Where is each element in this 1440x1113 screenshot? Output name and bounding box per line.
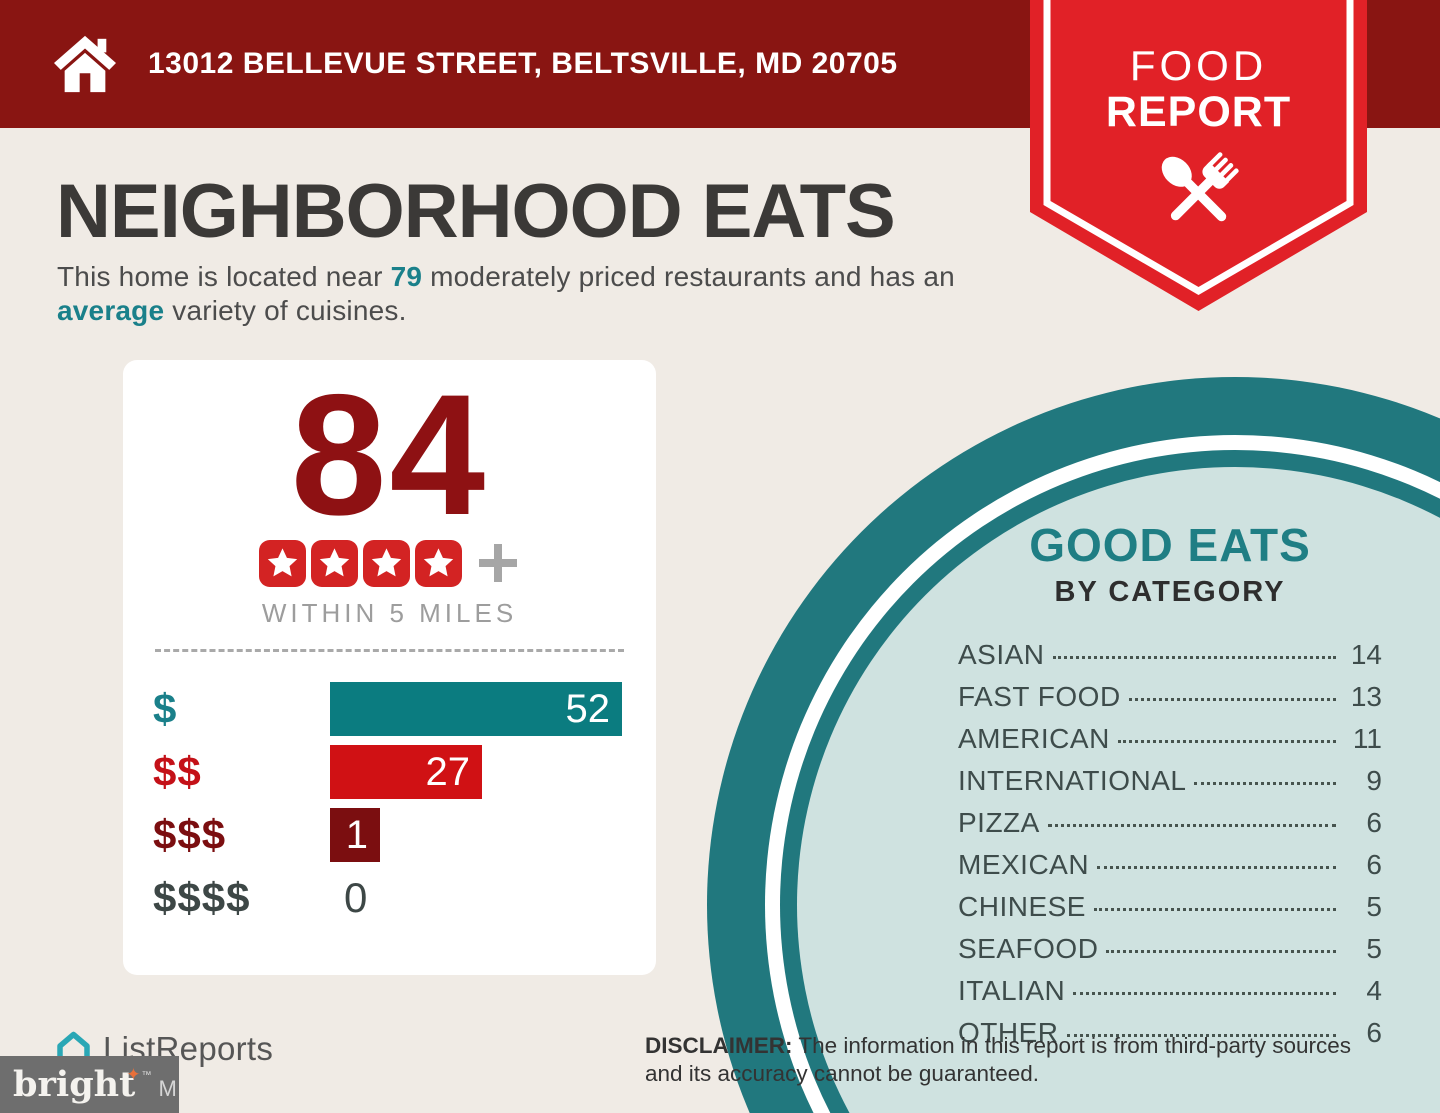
intro-part2: moderately priced restaurants and has an	[422, 261, 955, 292]
restaurant-score: 84	[290, 359, 489, 551]
category-label: PIZZA	[958, 807, 1040, 838]
good-eats-panel: GOOD EATS BY CATEGORY ASIAN 14 FAST FOOD 13…	[958, 518, 1382, 1059]
price-bar-row: $$ 27	[153, 745, 626, 799]
category-label: FAST FOOD	[958, 681, 1121, 712]
restaurant-score-card: 84 WITHIN 5 MILES $52 $$ 27 $$$ 1 $$$$ 0	[123, 360, 656, 975]
category-row: ITALIAN 4	[958, 975, 1382, 1007]
intro-text: This home is located near 79 moderately …	[57, 260, 1007, 328]
category-count: 5	[1366, 891, 1382, 922]
ribbon-title-food: FOOD	[1129, 42, 1268, 89]
category-label: CHINESE	[958, 891, 1086, 922]
variety-highlight: average	[57, 295, 165, 326]
category-row: AMERICAN 11	[958, 723, 1382, 755]
category-count: 14	[1350, 639, 1382, 670]
ribbon-shape	[1030, 0, 1367, 311]
category-count-list: ASIAN 14 FAST FOOD 13 AMERICAN 11 INTERNATIONA…	[958, 639, 1382, 1049]
crossed-spoon-fork-icon	[1148, 142, 1250, 251]
disclaimer: DISCLAIMER: The information in this repo…	[645, 1032, 1390, 1088]
bar-value: 1	[345, 812, 368, 857]
bar-value: 0	[344, 874, 368, 921]
price-bar: 52	[330, 682, 622, 736]
category-count: 9	[1366, 765, 1382, 796]
price-bar-row: $$$$ 0	[153, 871, 626, 925]
page-title: NEIGHBORHOOD EATS	[56, 169, 896, 254]
price-level-label: $$$	[153, 811, 227, 858]
category-label: ITALIAN	[958, 975, 1066, 1006]
listreports-house-icon	[57, 1031, 90, 1068]
intro-part1: This home is located near	[57, 261, 391, 292]
price-bar: 1	[330, 808, 380, 862]
price-level-label: $$	[153, 748, 202, 795]
dotted-leader	[1047, 824, 1336, 827]
category-row: PIZZA 6	[958, 807, 1382, 839]
price-level-bar-chart: $52 $$ 27 $$$ 1 $$$$ 0	[123, 682, 656, 925]
category-label: ASIAN	[958, 639, 1045, 670]
good-eats-subtitle: BY CATEGORY	[1054, 576, 1286, 608]
restaurant-count-inline: 79	[390, 261, 423, 292]
good-eats-title: GOOD EATS	[1029, 519, 1311, 571]
star-tile-icon	[310, 539, 358, 587]
star-tile-icon	[414, 539, 462, 587]
dotted-leader	[1106, 950, 1336, 953]
category-count: 13	[1350, 681, 1382, 712]
price-level-label: $$$$	[153, 874, 251, 921]
category-row: ASIAN 14	[958, 639, 1382, 671]
dotted-leader	[1066, 1034, 1336, 1037]
disclaimer-label: DISCLAIMER:	[645, 1033, 793, 1058]
disclaimer-text: The information in this report is from t…	[645, 1033, 1352, 1086]
dotted-leader	[1128, 698, 1336, 701]
category-label: INTERNATIONAL	[958, 765, 1187, 796]
star-tile-icon	[362, 539, 410, 587]
dotted-leader	[1194, 782, 1336, 785]
star-tile-icon	[258, 539, 306, 587]
star-rating	[123, 539, 656, 587]
category-row: FAST FOOD 13	[958, 681, 1382, 713]
home-icon	[54, 35, 116, 93]
category-count: 5	[1366, 933, 1382, 964]
bar-value: 52	[565, 686, 611, 731]
bar-value: 27	[425, 749, 471, 794]
category-row: OTHER 6	[958, 1017, 1382, 1049]
dashed-divider	[155, 649, 624, 652]
food-report-badge: FOOD REPORT	[1030, 0, 1367, 315]
category-count: 6	[1366, 807, 1382, 838]
category-row: MEXICAN 6	[958, 849, 1382, 881]
price-bar-row: $$$ 1	[153, 808, 626, 862]
brightmls-logo: bright ✦ ™ MLS	[0, 1056, 179, 1113]
category-count: 4	[1366, 975, 1382, 1006]
intro-part3: variety of cuisines.	[164, 295, 407, 326]
dotted-leader	[1097, 866, 1336, 869]
category-label: SEAFOOD	[958, 933, 1099, 964]
category-row: CHINESE 5	[958, 891, 1382, 923]
price-bar-row: $52	[153, 682, 626, 736]
category-count: 6	[1366, 1017, 1382, 1048]
category-label: MEXICAN	[958, 849, 1090, 880]
property-address: 13012 BELLEVUE STREET, BELTSVILLE, MD 20…	[148, 47, 898, 80]
mls-wordmark: MLS	[158, 1075, 179, 1101]
ribbon-title-report: REPORT	[1105, 88, 1292, 136]
price-bar: 27	[330, 745, 482, 799]
bright-wordmark: bright	[13, 1064, 136, 1105]
dotted-leader	[1117, 740, 1336, 743]
plus-icon	[475, 540, 521, 586]
dotted-leader	[1093, 908, 1336, 911]
category-label: OTHER	[958, 1017, 1059, 1048]
category-row: INTERNATIONAL 9	[958, 765, 1382, 797]
radius-label: WITHIN 5 MILES	[261, 598, 518, 628]
category-row: SEAFOOD 5	[958, 933, 1382, 965]
price-level-label: $	[153, 685, 178, 732]
category-count: 6	[1366, 849, 1382, 880]
dotted-leader	[1073, 992, 1336, 995]
bright-star-icon: ✦	[126, 1064, 141, 1084]
category-label: AMERICAN	[958, 723, 1110, 754]
trademark-symbol: ™	[141, 1070, 152, 1081]
dotted-leader	[1052, 656, 1336, 659]
category-count: 11	[1352, 723, 1382, 754]
